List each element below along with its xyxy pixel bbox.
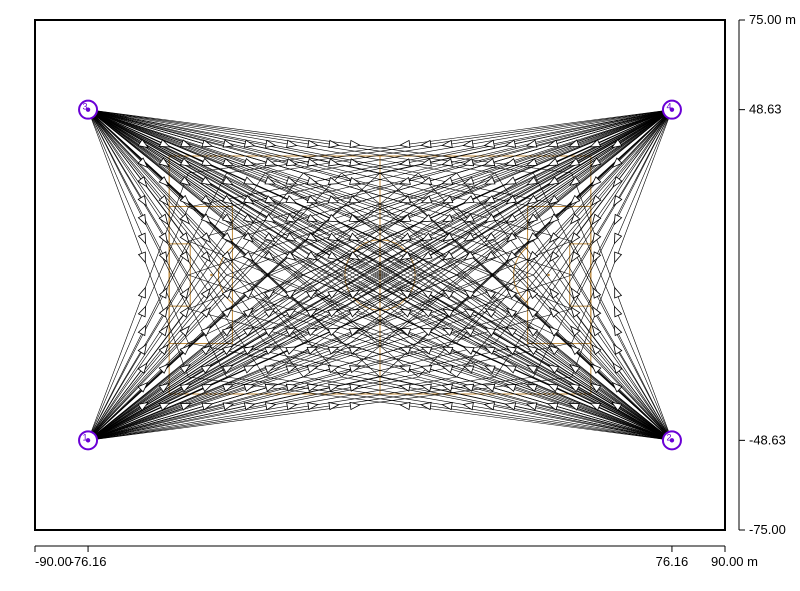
x-tick-label: 90.00 m — [711, 554, 758, 569]
y-tick-label: 75.00 m — [749, 12, 796, 27]
x-tick-label: -90.00 — [35, 554, 72, 569]
plot-svg: 1 2 3 4 75.00 m 48.63 -48.63 -75.00 -90.00-76.16… — [0, 0, 800, 591]
luminaire-node-1: 1 — [79, 431, 97, 449]
x-tick-label: -76.16 — [70, 554, 107, 569]
svg-text:1: 1 — [83, 432, 88, 442]
y-axis-right: 75.00 m 48.63 -48.63 -75.00 — [739, 12, 796, 537]
y-tick-label: 48.63 — [749, 102, 782, 117]
svg-text:4: 4 — [666, 102, 671, 112]
x-axis-bottom: -90.00-76.16 76.16 90.00 m — [35, 546, 758, 569]
x-tick-label: 76.16 — [656, 554, 689, 569]
luminaire-node-4: 4 — [663, 101, 681, 119]
y-tick-label: -48.63 — [749, 432, 786, 447]
luminaire-node-2: 2 — [663, 431, 681, 449]
luminaire-node-3: 3 — [79, 101, 97, 119]
svg-text:3: 3 — [83, 102, 88, 112]
y-tick-label: -75.00 — [749, 522, 786, 537]
svg-text:2: 2 — [666, 432, 671, 442]
